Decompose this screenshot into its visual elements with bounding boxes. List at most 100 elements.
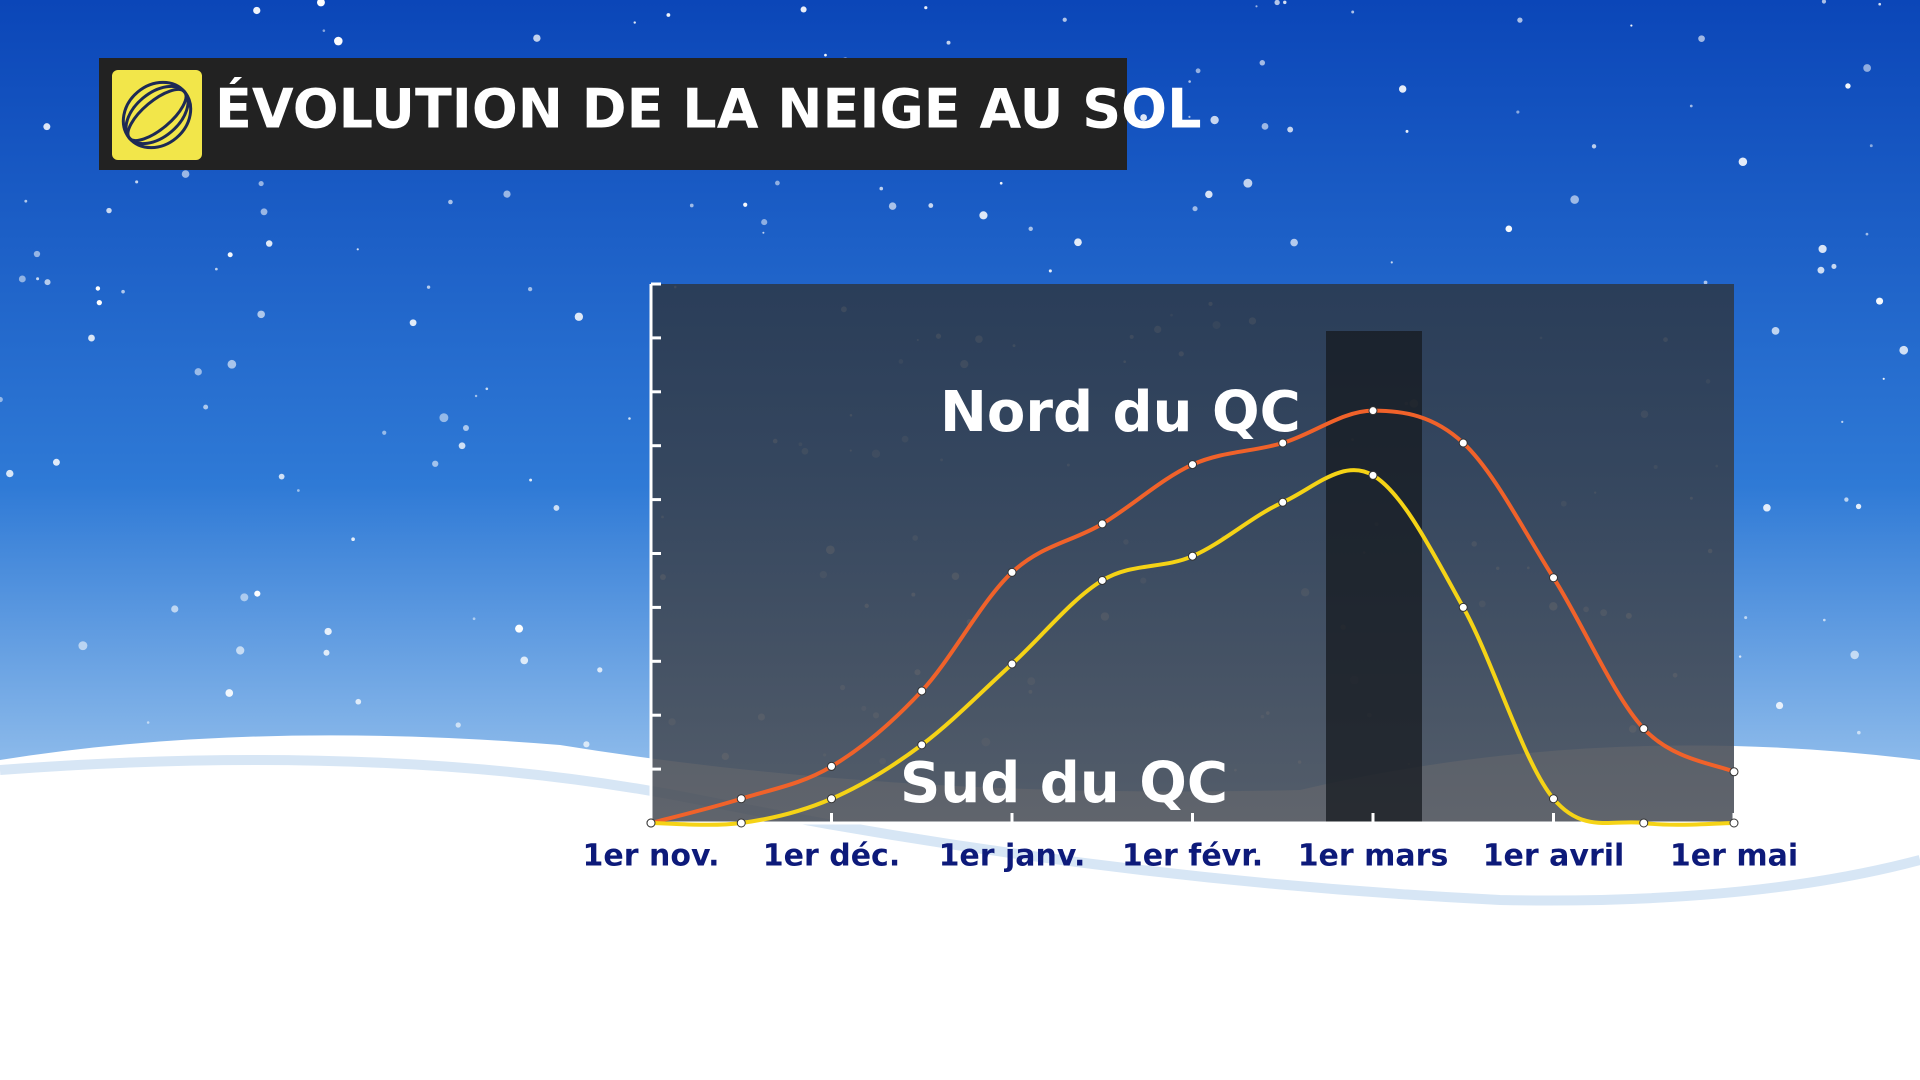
snowflake bbox=[324, 627, 332, 636]
snowflake bbox=[253, 6, 261, 15]
series-line bbox=[650, 408, 1735, 825]
snow-shadow bbox=[0, 755, 1920, 906]
snowflake bbox=[323, 649, 330, 656]
data-point bbox=[827, 761, 836, 771]
series-line bbox=[650, 468, 1735, 827]
snowflake bbox=[1817, 266, 1825, 274]
snowflake bbox=[458, 442, 466, 450]
snowflake bbox=[553, 505, 560, 511]
snowflake bbox=[322, 29, 326, 32]
snowflake bbox=[462, 424, 469, 431]
snowflake bbox=[574, 312, 584, 321]
snowflake bbox=[1390, 261, 1393, 264]
snowflake bbox=[743, 202, 748, 207]
snowflake bbox=[355, 698, 362, 705]
snowflake bbox=[181, 170, 190, 178]
snowflake bbox=[1243, 178, 1253, 188]
snowflake bbox=[628, 417, 631, 420]
snowflake bbox=[1591, 144, 1597, 149]
snowflake bbox=[227, 359, 237, 369]
x-tick-label: 1er nov. bbox=[583, 839, 720, 874]
snowflake bbox=[1287, 126, 1294, 133]
snowflake bbox=[36, 277, 40, 281]
snowflake bbox=[227, 252, 233, 258]
snowflake bbox=[520, 656, 529, 665]
snowflake bbox=[455, 722, 461, 728]
data-point bbox=[1458, 602, 1468, 612]
snowflake bbox=[1505, 225, 1513, 233]
snowflake bbox=[666, 13, 671, 17]
snowflake bbox=[1205, 190, 1213, 199]
data-point bbox=[1007, 567, 1017, 577]
snowflake bbox=[472, 617, 476, 621]
snowflake bbox=[1570, 195, 1579, 204]
snowflake bbox=[485, 387, 489, 391]
snowflake bbox=[1028, 226, 1033, 232]
data-point bbox=[1278, 497, 1288, 507]
snowflake bbox=[1259, 60, 1266, 66]
snowflake bbox=[24, 199, 28, 203]
snowflake bbox=[1290, 238, 1298, 247]
snowflake bbox=[448, 199, 453, 205]
snowflake bbox=[236, 646, 245, 655]
highlight-band bbox=[1326, 331, 1422, 823]
snowflake bbox=[1882, 377, 1885, 380]
snowflake bbox=[33, 250, 41, 258]
logo-mark bbox=[121, 80, 193, 150]
snowflake bbox=[439, 413, 449, 423]
data-point bbox=[1007, 659, 1017, 669]
snowflake bbox=[240, 593, 249, 602]
data-point bbox=[1549, 573, 1558, 583]
data-point bbox=[1639, 724, 1649, 734]
snowflake bbox=[146, 721, 150, 724]
snowflake bbox=[924, 6, 928, 10]
x-tick-label: 1er déc. bbox=[763, 839, 900, 874]
snowflake bbox=[1210, 115, 1219, 125]
snowflake bbox=[474, 394, 478, 398]
snowflake bbox=[317, 0, 325, 7]
snowflake bbox=[409, 319, 417, 327]
snowflake bbox=[1698, 35, 1705, 42]
snowflake bbox=[800, 6, 807, 13]
snowflake bbox=[78, 641, 88, 651]
snowflake bbox=[1857, 730, 1861, 735]
snowflake bbox=[1876, 297, 1884, 305]
snowflake bbox=[121, 289, 125, 294]
snowflake bbox=[1744, 616, 1748, 620]
snowflake bbox=[1351, 10, 1355, 14]
snowflake bbox=[503, 190, 511, 198]
snowflake bbox=[879, 186, 884, 191]
snowflake bbox=[44, 279, 51, 286]
snowflake bbox=[1274, 0, 1280, 6]
snowflake bbox=[633, 21, 636, 24]
snowflake bbox=[1865, 232, 1869, 236]
snowflake bbox=[1775, 701, 1784, 710]
series-label: Nord du QC bbox=[940, 380, 1301, 445]
snowflake bbox=[999, 181, 1003, 185]
snowflake bbox=[1283, 0, 1287, 5]
snowflake bbox=[1405, 129, 1409, 133]
snowflake bbox=[106, 207, 112, 214]
snowflake bbox=[1821, 0, 1827, 4]
title-box bbox=[99, 58, 1127, 170]
snowflake bbox=[762, 231, 765, 234]
data-point bbox=[1458, 438, 1468, 448]
snowflake bbox=[1738, 157, 1748, 167]
snowflake bbox=[334, 36, 343, 46]
snowflake bbox=[258, 180, 264, 187]
data-point bbox=[736, 794, 746, 804]
snowflake bbox=[1689, 104, 1693, 108]
snowflake bbox=[265, 240, 273, 247]
snowflake bbox=[1771, 327, 1780, 335]
x-tick-label: 1er janv. bbox=[939, 839, 1086, 874]
snowflake bbox=[1869, 144, 1873, 148]
snowflake bbox=[1863, 64, 1872, 72]
snowflake bbox=[1818, 244, 1827, 254]
snowflake bbox=[215, 267, 218, 271]
snowflake bbox=[351, 537, 355, 542]
snowflake bbox=[528, 287, 533, 292]
x-tick-label: 1er mars bbox=[1298, 839, 1449, 874]
snowflake bbox=[1845, 83, 1851, 89]
